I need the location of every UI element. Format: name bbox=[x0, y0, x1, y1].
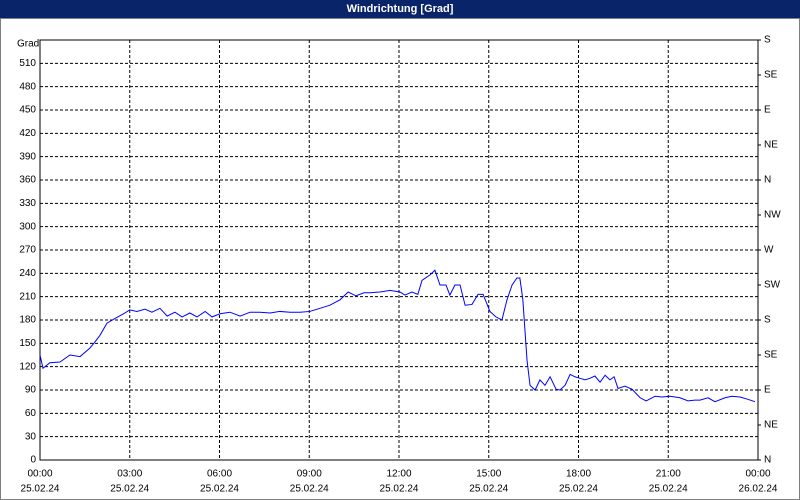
x-tick-label: 09:00 bbox=[297, 469, 322, 480]
y-tick-label: 450 bbox=[19, 105, 36, 116]
x-tick-date: 25.02.24 bbox=[380, 484, 419, 495]
y-tick-label: 330 bbox=[19, 198, 36, 209]
y2-tick-label: NE bbox=[764, 420, 778, 431]
x-tick-date: 25.02.24 bbox=[110, 484, 149, 495]
x-tick-label: 00:00 bbox=[745, 469, 770, 480]
y-tick-label: 420 bbox=[19, 128, 36, 139]
chart-title: Windrichtung [Grad] bbox=[347, 3, 454, 15]
y-tick-label: 390 bbox=[19, 151, 36, 162]
y-tick-label: 510 bbox=[19, 58, 36, 69]
y2-tick-label: NW bbox=[764, 210, 781, 221]
y2-tick-label: W bbox=[764, 245, 774, 256]
y-tick-label: 0 bbox=[30, 455, 36, 466]
y-tick-label: 300 bbox=[19, 221, 36, 232]
y2-tick-label: SE bbox=[764, 70, 778, 81]
y-tick-label: 150 bbox=[19, 338, 36, 349]
y2-tick-label: E bbox=[764, 385, 771, 396]
y-tick-label: 90 bbox=[25, 385, 37, 396]
plot-border bbox=[39, 39, 759, 461]
x-tick-label: 00:00 bbox=[27, 469, 52, 480]
x-tick-label: 12:00 bbox=[386, 469, 411, 480]
x-tick-label: 03:00 bbox=[117, 469, 142, 480]
x-tick-date: 25.02.24 bbox=[559, 484, 598, 495]
x-tick-date: 25.02.24 bbox=[290, 484, 329, 495]
y2-tick-label: NE bbox=[764, 140, 778, 151]
y-tick-label: 180 bbox=[19, 315, 36, 326]
x-tick-label: 21:00 bbox=[656, 469, 681, 480]
y-tick-label: 270 bbox=[19, 245, 36, 256]
x-tick-date: 25.02.24 bbox=[200, 484, 239, 495]
y2-tick-label: SE bbox=[764, 350, 778, 361]
y-tick-label: 240 bbox=[19, 268, 36, 279]
x-tick-label: 15:00 bbox=[476, 469, 501, 480]
x-tick-date: 25.02.24 bbox=[21, 484, 60, 495]
y-tick-label: 360 bbox=[19, 175, 36, 186]
y2-tick-label: S bbox=[764, 35, 771, 46]
y-axis-label: Grad bbox=[17, 39, 39, 50]
y2-tick-label: SW bbox=[764, 280, 781, 291]
y-tick-label: 30 bbox=[25, 431, 37, 442]
title-bar bbox=[0, 0, 800, 18]
y-tick-label: 120 bbox=[19, 361, 36, 372]
x-tick-label: 06:00 bbox=[207, 469, 232, 480]
y2-tick-label: E bbox=[764, 105, 771, 116]
x-tick-label: 18:00 bbox=[566, 469, 591, 480]
y2-tick-label: S bbox=[764, 315, 771, 326]
y-tick-label: 210 bbox=[19, 291, 36, 302]
data-line bbox=[39, 269, 756, 403]
x-tick-date: 25.02.24 bbox=[469, 484, 508, 495]
y2-tick-label: N bbox=[764, 455, 771, 466]
x-tick-date: 25.02.24 bbox=[649, 484, 688, 495]
x-tick-date: 26.02.24 bbox=[739, 484, 778, 495]
y-tick-label: 60 bbox=[25, 408, 37, 419]
y-tick-label: 480 bbox=[19, 81, 36, 92]
y2-tick-label: N bbox=[764, 175, 771, 186]
